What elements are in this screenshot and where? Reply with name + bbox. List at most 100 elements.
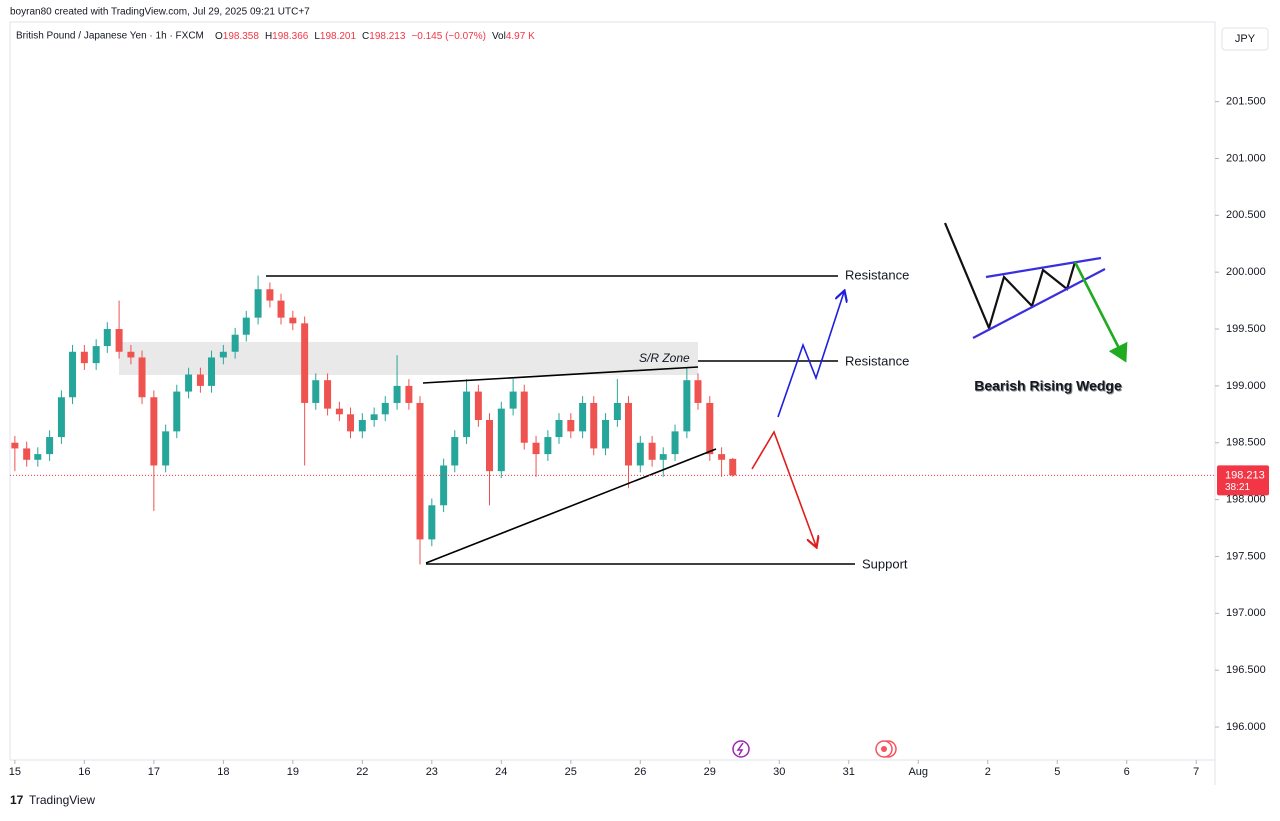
pattern-shadow: Bearish Rising Wedge <box>975 379 1123 395</box>
legend-item: H198.366 <box>265 31 309 42</box>
candle-body <box>266 289 274 301</box>
candle-body <box>706 402 714 455</box>
candle-body <box>347 414 355 432</box>
candle-body <box>694 380 702 403</box>
support-label: Support <box>862 556 908 571</box>
y-tick-label: 200.000 <box>1226 266 1266 278</box>
x-tick-label: 29 <box>704 766 716 778</box>
zone-label: S/R Zone <box>639 351 690 365</box>
resistance-label: Resistance <box>845 267 909 282</box>
candle-body <box>103 329 111 347</box>
candle-body <box>602 419 610 449</box>
legend-item: Vol4.97 K <box>492 31 535 42</box>
y-tick-label: 198.500 <box>1226 437 1266 449</box>
x-tick-label: 24 <box>495 766 507 778</box>
candle-body <box>648 442 656 460</box>
candle-body <box>463 391 471 438</box>
candle-body <box>440 465 448 506</box>
candle-body <box>185 374 193 392</box>
candle-body <box>254 289 262 318</box>
currency-button[interactable] <box>1221 27 1269 51</box>
legend-value: 198.201 <box>320 31 357 42</box>
x-tick-label: Aug <box>908 766 928 778</box>
sr-zone <box>119 342 698 375</box>
candle-body <box>509 391 517 409</box>
candle-body <box>11 442 19 449</box>
event-icon-glyph <box>736 742 744 756</box>
legend-value: 198.358 <box>223 31 260 42</box>
y-tick-label: 198.000 <box>1226 494 1266 506</box>
x-tick-label: 22 <box>356 766 368 778</box>
candle-body <box>196 374 204 386</box>
candle-body <box>451 437 459 466</box>
x-tick-label: 5 <box>1054 766 1060 778</box>
x-tick-label: 17 <box>148 766 160 778</box>
event-icon[interactable] <box>732 740 750 758</box>
candle-body <box>671 431 679 455</box>
candle-body <box>497 408 505 472</box>
y-tick-label: 199.500 <box>1226 323 1266 335</box>
candle-body <box>590 402 598 449</box>
credit: boyran80 created with TradingView.com, J… <box>10 7 310 18</box>
candle-body <box>219 351 227 358</box>
candle-body <box>613 402 621 420</box>
candle-body <box>428 505 436 540</box>
event-icon-dot <box>881 746 887 752</box>
wedge-upper <box>422 366 699 384</box>
candle-body <box>208 357 216 386</box>
candle-body <box>335 408 343 415</box>
candle-body <box>579 402 587 432</box>
x-tick-label: 15 <box>9 766 21 778</box>
x-tick-label: 7 <box>1193 766 1199 778</box>
legend-item: C198.213 <box>362 31 406 42</box>
bear-arrow <box>751 430 816 546</box>
legend-value: 4.97 K <box>506 31 535 42</box>
candle-body <box>532 442 540 455</box>
candle-body <box>242 317 250 335</box>
y-tick-label: 201.000 <box>1226 152 1266 164</box>
candle-body <box>92 346 100 364</box>
legend-key: Vol <box>492 31 506 42</box>
x-tick-label: 30 <box>773 766 785 778</box>
candle-body <box>474 391 482 420</box>
y-tick-label: 196.500 <box>1226 664 1266 676</box>
y-tick-label: 197.000 <box>1226 607 1266 619</box>
candle-body <box>393 385 401 403</box>
candle-body <box>358 419 366 432</box>
x-tick-label: 25 <box>565 766 577 778</box>
pattern-arrow <box>1073 261 1128 363</box>
candle-body <box>729 458 737 476</box>
x-tick-label: 2 <box>985 766 991 778</box>
candle-body <box>277 300 285 318</box>
candle-body <box>381 402 389 415</box>
candle-body <box>57 397 65 438</box>
legend-value: 198.366 <box>272 31 309 42</box>
legend-item: −0.145 (−0.07%) <box>411 31 486 42</box>
candle-body <box>485 419 493 472</box>
y-tick-label: 199.000 <box>1226 380 1266 392</box>
bull-arrow <box>777 292 844 418</box>
candle-body <box>46 437 54 455</box>
candle-body <box>162 431 170 466</box>
candle-body <box>312 380 320 403</box>
x-tick-label: 18 <box>217 766 229 778</box>
x-tick-label: 26 <box>634 766 646 778</box>
y-tick-label: 201.500 <box>1226 96 1266 108</box>
y-tick-label: 197.500 <box>1226 550 1266 562</box>
resistance-label: Resistance <box>845 353 909 368</box>
candle-body <box>520 391 528 443</box>
last-price: 198.213 <box>1225 469 1265 481</box>
y-tick-label: 200.500 <box>1226 209 1266 221</box>
drawings <box>266 222 1128 565</box>
candle-body <box>718 454 726 460</box>
pattern-label: Bearish Rising Wedge <box>974 378 1122 394</box>
currency[interactable]: JPY <box>1235 33 1256 45</box>
candle-body <box>683 380 691 432</box>
legend-key: L <box>314 31 320 42</box>
price-tag <box>1217 465 1269 496</box>
x-tick-label: 16 <box>78 766 90 778</box>
brand: TradingView <box>29 793 95 807</box>
candle-body <box>173 391 181 432</box>
plot-area <box>9 21 1216 761</box>
